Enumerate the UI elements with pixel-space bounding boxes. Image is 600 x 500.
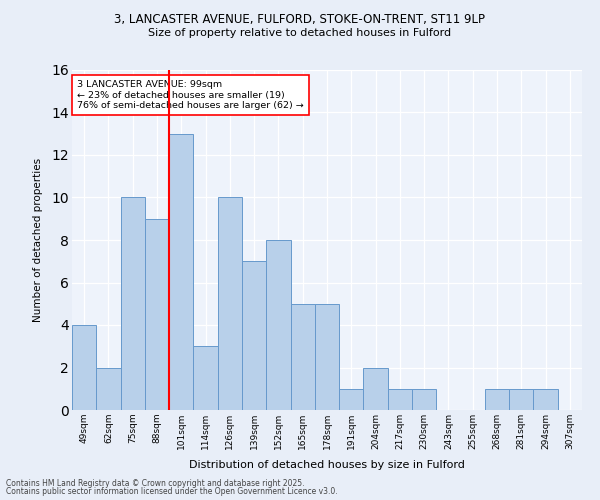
Bar xyxy=(242,261,266,410)
Y-axis label: Number of detached properties: Number of detached properties xyxy=(33,158,43,322)
Bar xyxy=(145,219,169,410)
Bar xyxy=(169,134,193,410)
Text: Contains HM Land Registry data © Crown copyright and database right 2025.: Contains HM Land Registry data © Crown c… xyxy=(6,478,305,488)
Bar xyxy=(315,304,339,410)
Bar xyxy=(193,346,218,410)
Text: Size of property relative to detached houses in Fulford: Size of property relative to detached ho… xyxy=(148,28,452,38)
Bar xyxy=(290,304,315,410)
Bar xyxy=(485,389,509,410)
Text: Contains public sector information licensed under the Open Government Licence v3: Contains public sector information licen… xyxy=(6,487,338,496)
Bar xyxy=(509,389,533,410)
Text: 3, LANCASTER AVENUE, FULFORD, STOKE-ON-TRENT, ST11 9LP: 3, LANCASTER AVENUE, FULFORD, STOKE-ON-T… xyxy=(115,12,485,26)
Bar xyxy=(72,325,96,410)
Bar xyxy=(533,389,558,410)
Bar xyxy=(339,389,364,410)
Bar xyxy=(218,198,242,410)
Bar xyxy=(96,368,121,410)
Text: 3 LANCASTER AVENUE: 99sqm
← 23% of detached houses are smaller (19)
76% of semi-: 3 LANCASTER AVENUE: 99sqm ← 23% of detac… xyxy=(77,80,304,110)
Bar xyxy=(412,389,436,410)
Bar xyxy=(266,240,290,410)
Bar xyxy=(388,389,412,410)
X-axis label: Distribution of detached houses by size in Fulford: Distribution of detached houses by size … xyxy=(189,460,465,470)
Bar xyxy=(121,198,145,410)
Bar xyxy=(364,368,388,410)
